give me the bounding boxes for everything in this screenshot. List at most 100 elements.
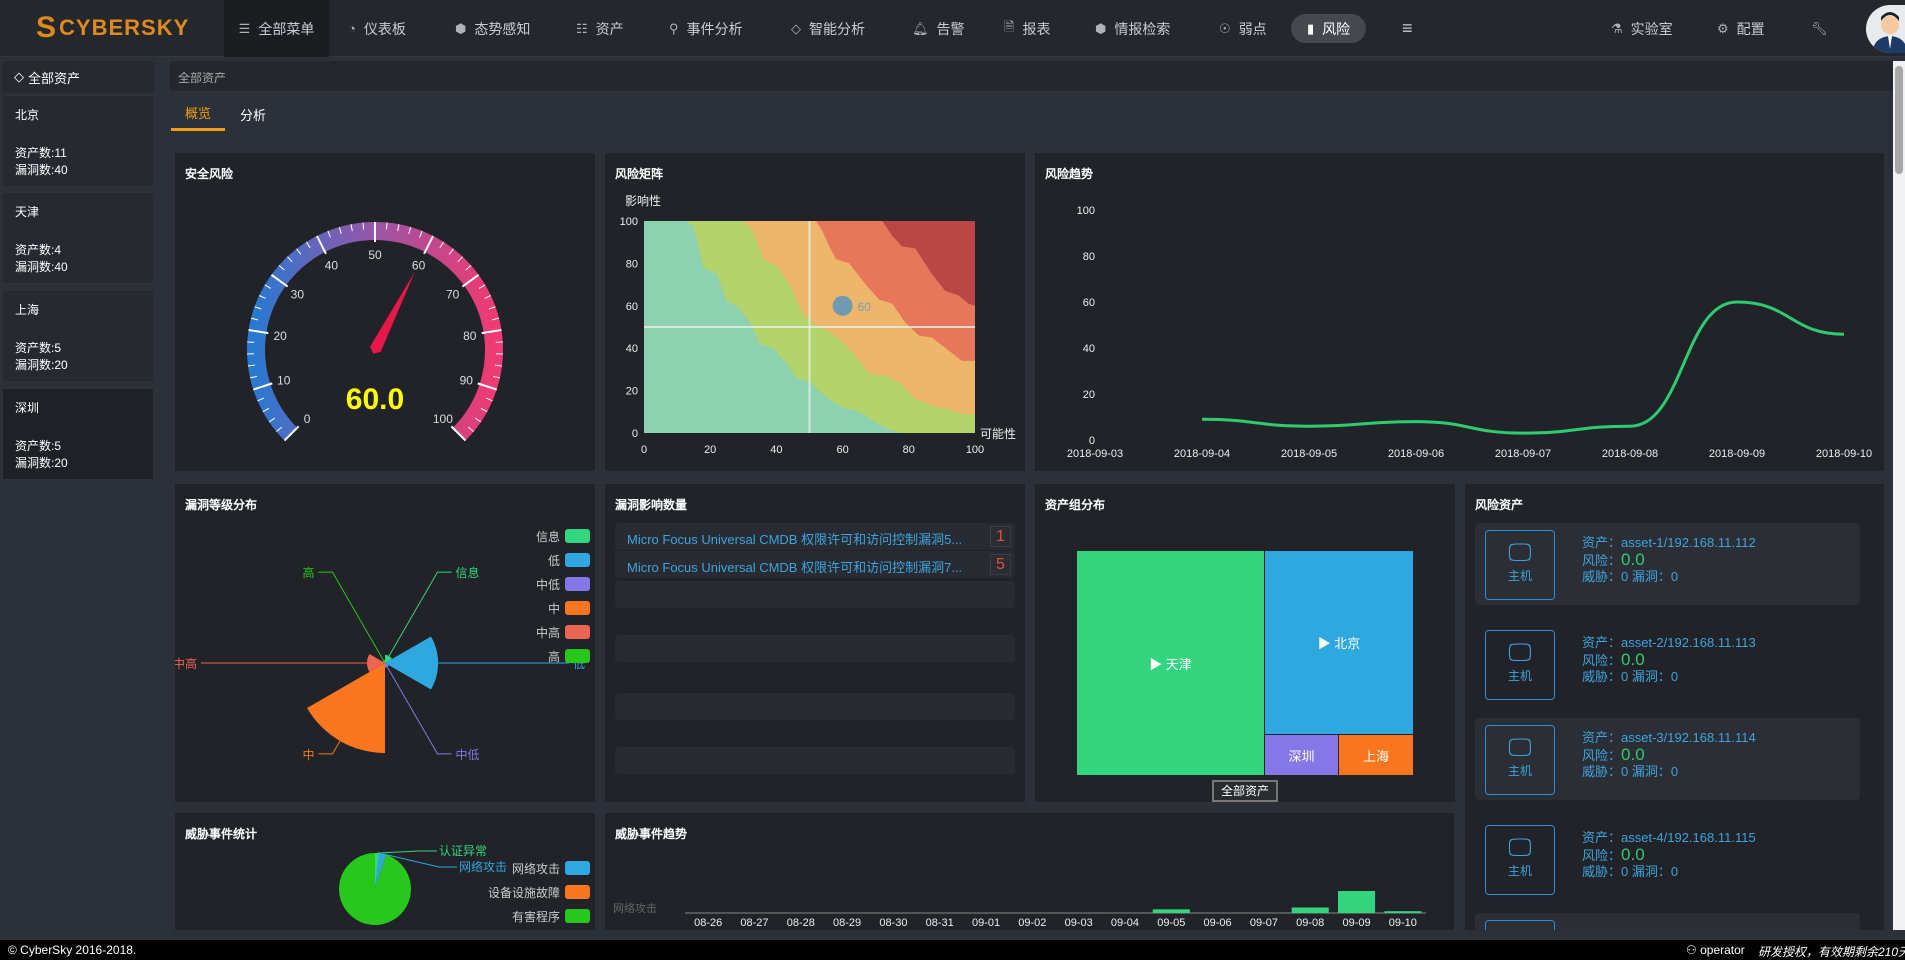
nav-lab[interactable]: ⚗ 实验室 — [1611, 20, 1673, 37]
panel-title: 漏洞影响数量 — [615, 498, 688, 512]
dashboard-icon: ◔ — [348, 21, 356, 36]
gauge-minor-tick — [247, 364, 256, 367]
breadcrumb: 全部资产 — [170, 61, 1893, 91]
rose-label: 高 — [302, 565, 314, 580]
vuln-count-badge: 1 — [990, 526, 1011, 547]
rose-label-line — [386, 666, 452, 755]
rose-slice — [385, 663, 389, 668]
gauge-major-tick — [423, 235, 435, 255]
risk-asset-card[interactable] — [1475, 913, 1860, 930]
legend-swatch — [565, 529, 590, 543]
rose-slice — [382, 660, 385, 663]
gauge-major-tick — [283, 425, 300, 442]
avatar[interactable] — [1866, 5, 1905, 53]
nav-event-analysis[interactable]: ⚲ 事件分析 — [669, 20, 743, 37]
host-icon-box: 🖵︎ 主机 — [1485, 630, 1555, 700]
legend-swatch — [565, 909, 590, 923]
vuln-row[interactable]: Micro Focus Universal CMDB 权限许可和访问控制漏洞5.… — [615, 523, 1015, 550]
page-scrollbar[interactable] — [1893, 61, 1905, 930]
risk-point — [832, 295, 853, 316]
treemap-node-shanghai[interactable]: 上海 — [1339, 735, 1413, 775]
tab-analysis[interactable]: 分析 — [239, 107, 266, 123]
risk-asset-card[interactable]: 🖵︎ 主机 资产：asset-3/192.168.11.114 风险：0.0 威胁：0… — [1475, 718, 1860, 800]
risk-trend-chart: 0 20 40 60 80 100 2018-09-03 2018-09-04 2018-09-… — [1067, 205, 1872, 460]
x-tick-label: 09-08 — [1296, 917, 1324, 929]
x-tick-label: 40 — [770, 444, 782, 456]
legend-swatch — [565, 861, 590, 875]
risk-trend-panel: 风险趋势 0 20 40 60 80 100 2018-09-03 2018-09-04 201… — [1035, 153, 1884, 471]
nav-weakness[interactable]: ☉ 弱点 — [1219, 20, 1267, 37]
gauge-minor-tick — [362, 222, 365, 230]
sidebar-header[interactable]: ◇ 全部资产 — [2, 61, 154, 93]
legend-label: 有害程序 — [512, 909, 560, 924]
nav-reports[interactable]: 🗎 报表 — [1004, 0, 1050, 57]
y-tick-label: 100 — [620, 216, 638, 228]
legend-swatch — [565, 601, 590, 615]
nav-smart-analysis[interactable]: ◇ 智能分析 — [791, 20, 865, 37]
risk-asset-card[interactable]: 🖵︎ 主机 资产：asset-4/192.168.11.115 风险：0.0 威胁：0… — [1475, 818, 1860, 900]
gauge-major-tick — [450, 425, 467, 442]
risk-asset-card[interactable]: 🖵︎ 主机 资产：asset-1/192.168.11.112 风险：0.0 威胁：0… — [1475, 523, 1860, 605]
nav-all-menu[interactable]: ☰ 全部菜单 — [224, 0, 329, 57]
nav-intel-search[interactable]: ⬢ 情报检索 — [1095, 20, 1171, 37]
wrench-icon[interactable]: 🔧︎ — [1811, 20, 1828, 36]
gauge-minor-tick — [492, 375, 501, 379]
rose-slice — [367, 654, 385, 672]
gauge-minor-tick — [467, 426, 474, 432]
nav-situation[interactable]: ⬢ 态势感知 — [455, 20, 531, 37]
treemap-node-tianjin[interactable]: ▶ 天津 — [1077, 551, 1264, 775]
treemap-node-shenzhen[interactable]: 深圳 — [1265, 735, 1338, 775]
nav-risk[interactable]: ▮ 风险 — [1291, 14, 1367, 43]
y-tick-label: 60 — [1083, 297, 1095, 309]
tab-overview[interactable]: 概览 — [171, 97, 225, 131]
nav-config[interactable]: ⚙ 配置 — [1717, 20, 1765, 37]
treemap-node-beijing[interactable]: ▶ 北京 — [1265, 551, 1413, 734]
x-tick-label: 2018-09-10 — [1816, 448, 1872, 460]
sidebar-item-tianjin[interactable]: 天津 资产数:4 漏洞数:40 — [2, 192, 154, 284]
gauge-minor-tick — [480, 407, 488, 413]
x-tick-label: 100 — [966, 444, 984, 456]
hamburger-menu-icon[interactable]: ≡ — [1402, 18, 1413, 38]
gauge-major-tick — [481, 328, 502, 335]
x-tick-label: 0 — [641, 444, 647, 456]
risk-asset-card[interactable]: 🖵︎ 主机 资产：asset-2/192.168.11.113 风险：0.0 威胁：0… — [1475, 623, 1860, 705]
nav-assets[interactable]: ☷ 资产 — [576, 20, 624, 37]
gauge-minor-tick — [385, 222, 388, 230]
asset-group-sidebar: ◇ 全部资产 北京 资产数:11 漏洞数:40 天津 资产数:4 漏洞数:40 上海 资产数… — [2, 61, 154, 481]
sidebar-item-beijing[interactable]: 北京 资产数:11 漏洞数:40 — [2, 95, 154, 187]
vuln-name[interactable]: Micro Focus Universal CMDB 权限许可和访问控制漏洞7.… — [627, 560, 963, 575]
x-tick-label: 09-04 — [1111, 917, 1139, 929]
risk-matrix-chart: 60 0 20 40 60 80 100 0 20 40 60 80 100 可能性 影响性 — [620, 193, 1016, 456]
legend-swatch — [565, 577, 590, 591]
treemap-breadcrumb-root[interactable]: 全部资产 — [1212, 780, 1278, 802]
brand-logo[interactable]: S CYBERSKY — [36, 11, 190, 44]
gauge-major-tick — [252, 382, 273, 391]
gauge-minor-tick — [478, 284, 486, 289]
vuln-row[interactable]: Micro Focus Universal CMDB 权限许可和访问控制漏洞7.… — [615, 551, 1015, 578]
gauge-tick-label: 60 — [412, 258, 426, 272]
x-tick-label: 09-06 — [1204, 917, 1232, 929]
gauge-tick-label: 90 — [460, 374, 474, 388]
x-tick-label: 2018-09-08 — [1602, 448, 1658, 460]
empty-row — [615, 581, 1015, 608]
gauge-pointer — [370, 271, 415, 354]
gauge-major-tick — [270, 273, 289, 288]
sidebar-item-shenzhen[interactable]: 深圳 资产数:5 漏洞数:20 — [2, 388, 154, 480]
rose-slice — [385, 654, 393, 663]
footer-user[interactable]: ⚇ operator — [1686, 943, 1745, 957]
risk-trend-line — [1201, 300, 1845, 435]
sidebar-item-shanghai[interactable]: 上海 资产数:5 漏洞数:20 — [2, 290, 154, 382]
y-tick-label: 20 — [1083, 389, 1095, 401]
scrollbar-thumb[interactable] — [1895, 66, 1903, 174]
pie-slice — [375, 853, 387, 889]
x-tick-label: 20 — [704, 444, 716, 456]
nav-alerts[interactable]: 🔔︎ 告警 — [912, 20, 965, 37]
x-tick-label: 09-10 — [1389, 917, 1417, 929]
gauge-minor-tick — [408, 226, 412, 234]
rose-label: 中高 — [175, 656, 197, 671]
vuln-name[interactable]: Micro Focus Universal CMDB 权限许可和访问控制漏洞5.… — [627, 532, 963, 547]
server-icon: ☷ — [576, 20, 588, 36]
nav-dashboard[interactable]: ◔ 仪表板 — [348, 20, 406, 37]
